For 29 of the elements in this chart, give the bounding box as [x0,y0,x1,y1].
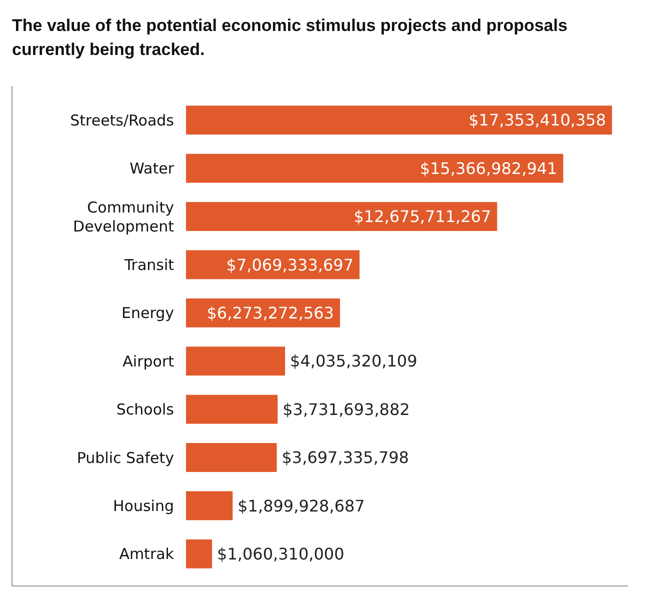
y-tick-label: Public Safety [76,448,174,467]
bar [186,106,612,135]
y-tick-label: Airport [122,352,174,370]
y-tick-label: Amtrak [119,545,174,564]
bar [186,394,278,424]
y-tick-label: Housing [113,496,174,515]
y-tick-label: Community Development [73,198,174,236]
bar [186,346,286,376]
bar [186,154,564,183]
data-label: $3,731,693,882 [282,400,410,419]
data-label: $6,273,272,563 [206,304,334,322]
data-label: $17,353,410,358 [468,110,606,130]
bar [186,443,277,472]
y-tick-label: Streets/Roads [70,111,174,130]
data-label: $4,035,320,109 [290,352,418,371]
chart-title: The value of the potential economic stimulus projects and proposals currently being tracked. [12,15,568,61]
data-label: $12,675,711,267 [354,207,492,226]
y-tick-label: Transit [123,256,174,274]
y-tick-label: Water [130,160,175,178]
data-label: $7,069,333,697 [226,255,354,274]
bar [186,491,233,520]
bar [186,539,212,568]
y-tick-label: Energy [121,304,174,322]
data-label: $3,697,335,798 [282,448,409,468]
bar [186,202,498,231]
y-tick-label: Schools [116,400,174,419]
data-label: $1,899,928,687 [238,496,365,516]
data-label: $1,060,310,000 [217,544,344,564]
data-label: $15,366,982,941 [420,158,558,178]
